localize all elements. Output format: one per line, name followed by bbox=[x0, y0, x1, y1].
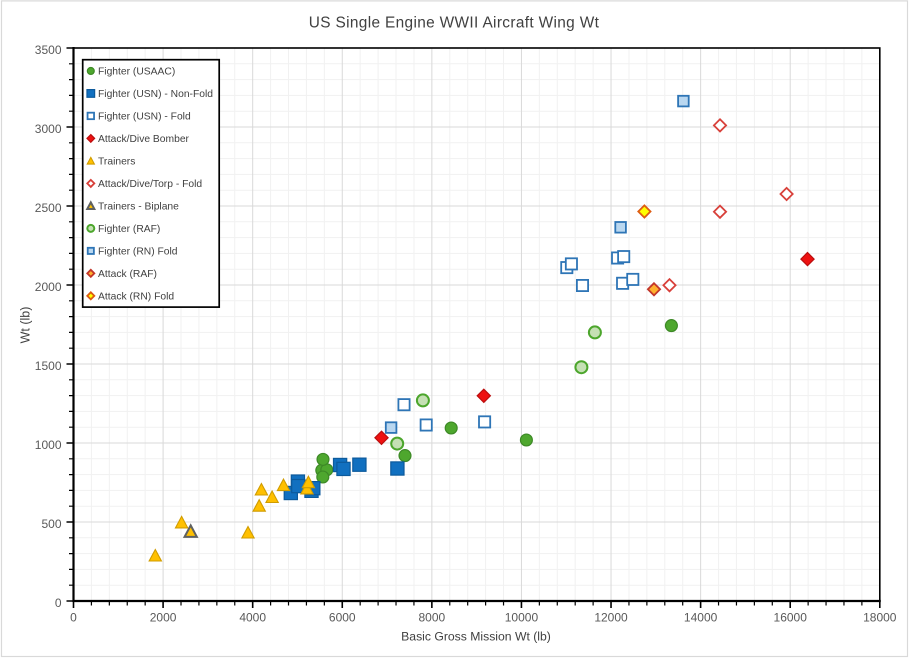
svg-text:Trainers - Biplane: Trainers - Biplane bbox=[98, 201, 179, 212]
svg-text:2500: 2500 bbox=[35, 201, 62, 215]
svg-text:Fighter (USAAC): Fighter (USAAC) bbox=[98, 67, 175, 78]
svg-text:10000: 10000 bbox=[505, 611, 539, 625]
svg-text:Attack (RAF): Attack (RAF) bbox=[98, 269, 157, 280]
svg-text:2000: 2000 bbox=[150, 611, 177, 625]
svg-text:1500: 1500 bbox=[35, 359, 62, 373]
svg-text:Wt (lb): Wt (lb) bbox=[19, 307, 33, 344]
svg-text:18000: 18000 bbox=[863, 611, 897, 625]
svg-text:14000: 14000 bbox=[684, 611, 718, 625]
svg-text:4000: 4000 bbox=[239, 611, 266, 625]
svg-text:16000: 16000 bbox=[774, 611, 808, 625]
svg-text:2000: 2000 bbox=[35, 280, 62, 294]
svg-text:Fighter (RN) Fold: Fighter (RN) Fold bbox=[98, 246, 178, 257]
svg-text:12000: 12000 bbox=[594, 611, 628, 625]
svg-text:0: 0 bbox=[55, 596, 62, 610]
svg-text:6000: 6000 bbox=[329, 611, 356, 625]
svg-text:Attack/Dive Bomber: Attack/Dive Bomber bbox=[98, 134, 190, 145]
svg-text:Fighter (RAF): Fighter (RAF) bbox=[98, 224, 160, 235]
svg-text:1000: 1000 bbox=[35, 438, 62, 452]
svg-text:8000: 8000 bbox=[419, 611, 446, 625]
svg-text:Attack/Dive/Torp - Fold: Attack/Dive/Torp - Fold bbox=[98, 179, 202, 190]
svg-text:Fighter (USN) - Non-Fold: Fighter (USN) - Non-Fold bbox=[98, 89, 213, 100]
svg-text:3000: 3000 bbox=[35, 122, 62, 136]
svg-text:US Single Engine WWII Aircraft: US Single Engine WWII Aircraft Wing Wt bbox=[309, 15, 600, 32]
svg-text:3500: 3500 bbox=[35, 43, 62, 57]
svg-text:Trainers: Trainers bbox=[98, 157, 135, 168]
svg-text:Attack (RN) Fold: Attack (RN) Fold bbox=[98, 291, 174, 302]
svg-text:Fighter (USN) - Fold: Fighter (USN) - Fold bbox=[98, 112, 191, 123]
svg-text:0: 0 bbox=[70, 611, 77, 625]
svg-text:500: 500 bbox=[41, 517, 61, 531]
svg-text:Basic Gross Mission Wt (lb): Basic Gross Mission Wt (lb) bbox=[401, 630, 551, 644]
